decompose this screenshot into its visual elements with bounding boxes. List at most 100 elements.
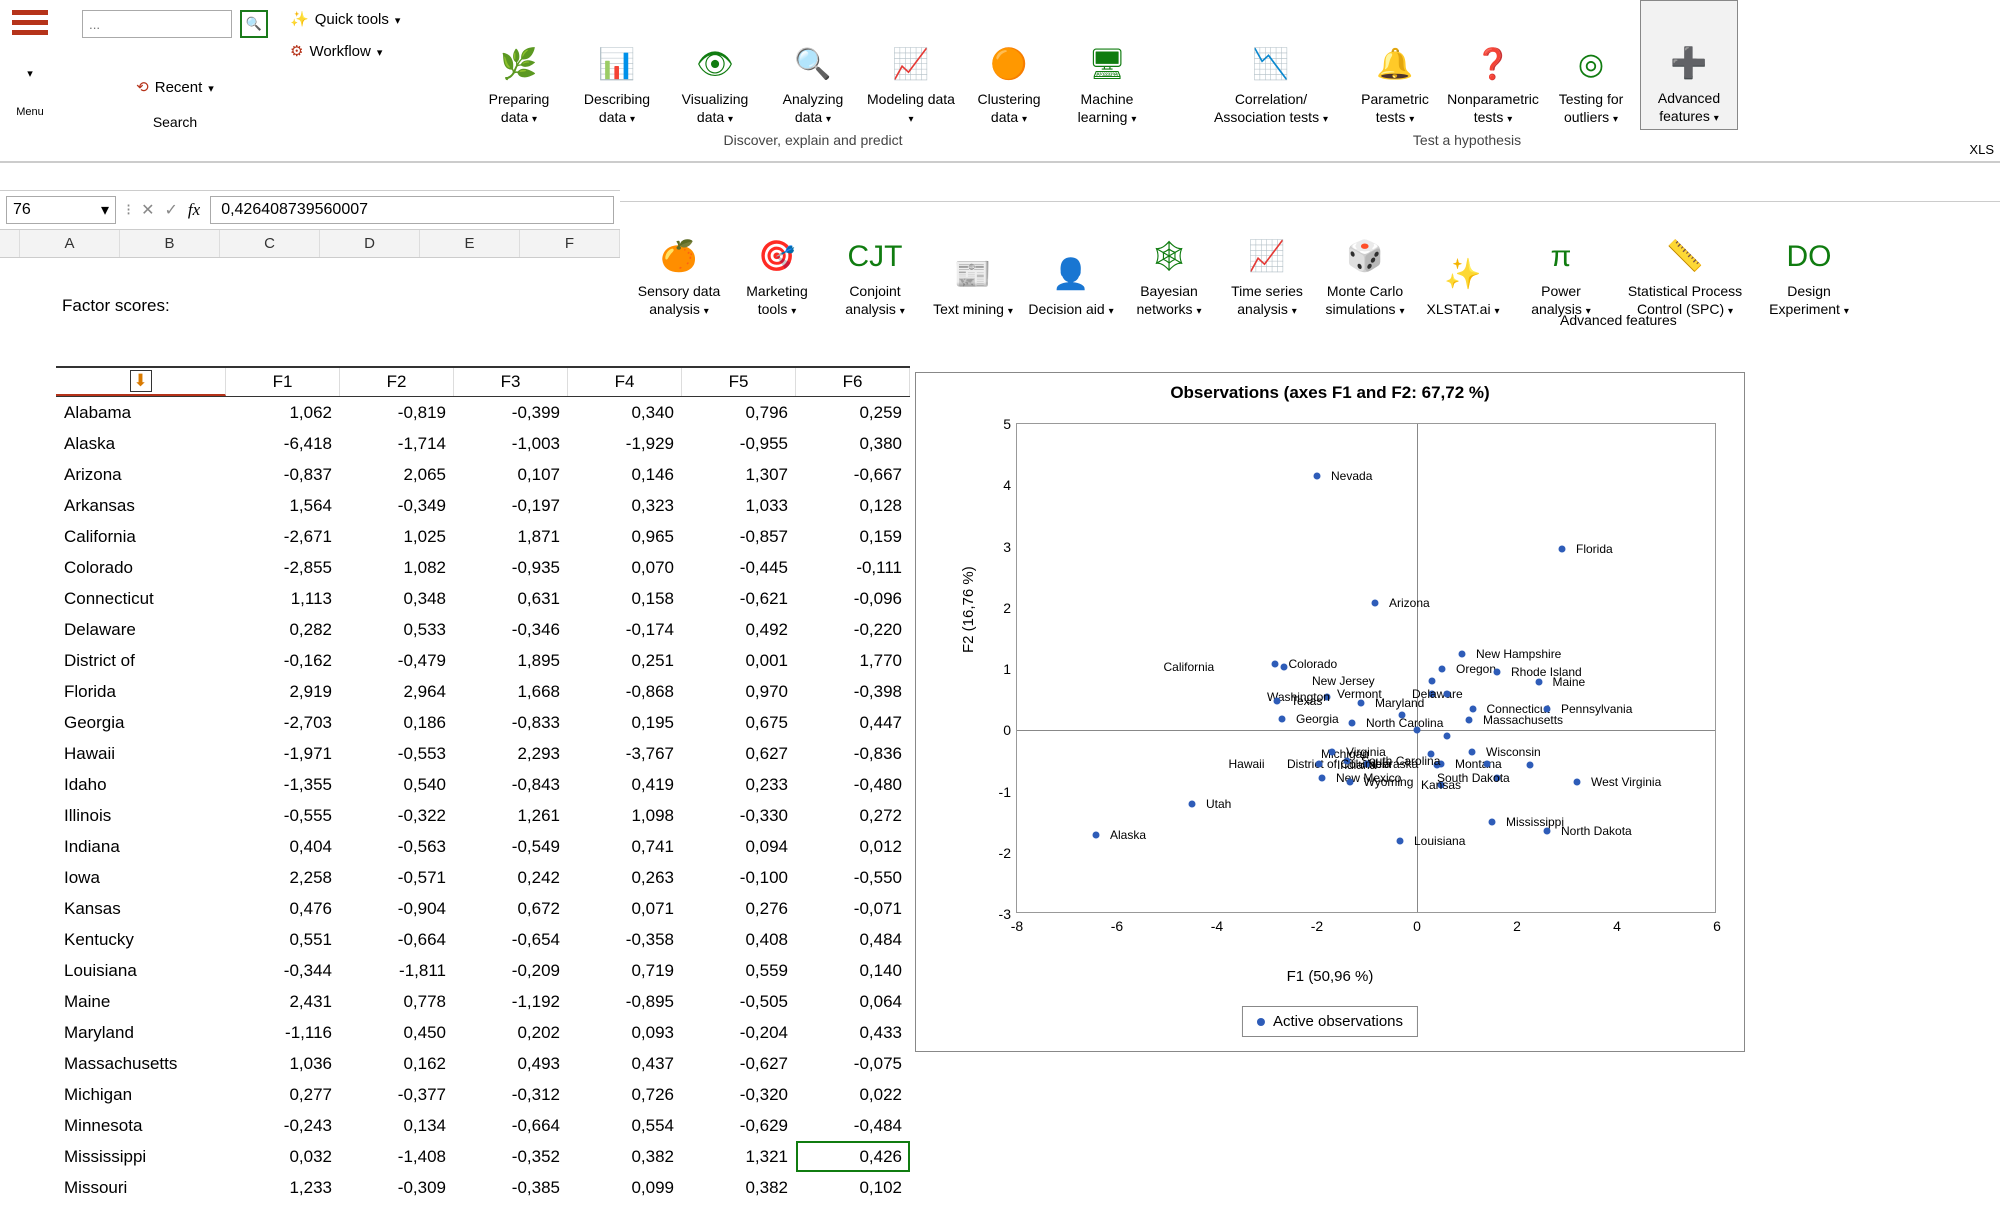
table-cell[interactable]: -0,480 — [796, 769, 910, 800]
scatter-point[interactable] — [1574, 779, 1581, 786]
table-cell[interactable]: -1,116 — [226, 1017, 340, 1048]
scatter-point[interactable] — [1414, 727, 1421, 734]
table-cell[interactable]: -0,309 — [340, 1172, 454, 1203]
table-row[interactable]: Michigan0,277-0,377-0,3120,726-0,3200,02… — [56, 1079, 910, 1110]
scatter-point[interactable] — [1279, 715, 1286, 722]
table-cell[interactable]: 0,099 — [568, 1172, 682, 1203]
table-cell[interactable]: 0,195 — [568, 707, 682, 738]
table-row[interactable]: Florida2,9192,9641,668-0,8680,970-0,398 — [56, 676, 910, 707]
ribbon-button[interactable]: ◎Testing for outliers ▾ — [1542, 0, 1640, 130]
ribbon-button[interactable]: 🔍Analyzing data ▾ — [764, 0, 862, 130]
table-cell[interactable]: -0,505 — [682, 986, 796, 1017]
table-cell[interactable]: 0,128 — [796, 490, 910, 521]
table-cell[interactable]: California — [56, 521, 226, 552]
search-button[interactable]: 🔍 — [240, 10, 268, 38]
table-row[interactable]: Mississippi0,032-1,408-0,3520,3821,3210,… — [56, 1141, 910, 1172]
column-header[interactable]: F — [520, 230, 620, 257]
table-row[interactable]: Delaware0,2820,533-0,346-0,1740,492-0,22… — [56, 614, 910, 645]
table-row[interactable]: Massachusetts1,0360,1620,4930,437-0,627-… — [56, 1048, 910, 1079]
scatter-point[interactable] — [1444, 733, 1451, 740]
table-cell[interactable]: -1,714 — [340, 428, 454, 459]
table-cell[interactable]: -1,811 — [340, 955, 454, 986]
table-cell[interactable]: 0,450 — [340, 1017, 454, 1048]
table-cell[interactable]: -0,857 — [682, 521, 796, 552]
ribbon-button[interactable]: 🌿Preparing data ▾ — [470, 0, 568, 130]
table-cell[interactable]: -0,220 — [796, 614, 910, 645]
table-cell[interactable]: -0,111 — [796, 552, 910, 583]
table-cell[interactable]: -1,929 — [568, 428, 682, 459]
table-cell[interactable]: 0,970 — [682, 676, 796, 707]
table-row[interactable]: Maryland-1,1160,4500,2020,093-0,2040,433 — [56, 1017, 910, 1048]
table-cell[interactable]: -0,895 — [568, 986, 682, 1017]
table-cell[interactable]: 0,408 — [682, 924, 796, 955]
scatter-point[interactable] — [1459, 650, 1466, 657]
table-cell[interactable]: 0,162 — [340, 1048, 454, 1079]
table-cell[interactable]: -0,204 — [682, 1017, 796, 1048]
table-cell[interactable]: -1,003 — [454, 428, 568, 459]
scatter-point[interactable] — [1544, 705, 1551, 712]
scatter-point[interactable] — [1469, 749, 1476, 756]
ribbon-button[interactable]: 📊Describing data ▾ — [568, 0, 666, 130]
table-row[interactable]: Iowa2,258-0,5710,2420,263-0,100-0,550 — [56, 862, 910, 893]
table-cell[interactable]: 0,159 — [796, 521, 910, 552]
table-cell[interactable]: -0,349 — [340, 490, 454, 521]
table-row[interactable]: District of-0,162-0,4791,8950,2510,0011,… — [56, 645, 910, 676]
scatter-point[interactable] — [1527, 762, 1534, 769]
table-cell[interactable]: -0,071 — [796, 893, 910, 924]
table-cell[interactable]: 0,675 — [682, 707, 796, 738]
table-cell[interactable]: Massachusetts — [56, 1048, 226, 1079]
table-cell[interactable]: 0,242 — [454, 862, 568, 893]
table-cell[interactable]: -0,549 — [454, 831, 568, 862]
table-cell[interactable]: 0,012 — [796, 831, 910, 862]
scatter-point[interactable] — [1439, 666, 1446, 673]
ribbon-button[interactable]: ❓Nonparametric tests ▾ — [1444, 0, 1542, 130]
table-cell[interactable]: -0,162 — [226, 645, 340, 676]
table-cell[interactable]: -0,096 — [796, 583, 910, 614]
scatter-point[interactable] — [1469, 705, 1476, 712]
table-cell[interactable]: 2,919 — [226, 676, 340, 707]
ribbon-button[interactable]: ➕Advanced features ▾ — [1640, 0, 1738, 130]
table-cell[interactable]: -0,868 — [568, 676, 682, 707]
scatter-point[interactable] — [1346, 779, 1353, 786]
table-cell[interactable]: 1,098 — [568, 800, 682, 831]
table-cell[interactable]: Connecticut — [56, 583, 226, 614]
table-cell[interactable]: 0,140 — [796, 955, 910, 986]
table-cell[interactable]: -0,312 — [454, 1079, 568, 1110]
table-cell[interactable]: 0,070 — [568, 552, 682, 583]
table-cell[interactable]: -0,209 — [454, 955, 568, 986]
sort-icon[interactable]: ⬇ — [130, 370, 152, 392]
table-cell[interactable]: -3,767 — [568, 738, 682, 769]
table-cell[interactable]: -0,955 — [682, 428, 796, 459]
table-cell[interactable]: 0,726 — [568, 1079, 682, 1110]
table-cell[interactable]: -0,346 — [454, 614, 568, 645]
table-cell[interactable]: -0,836 — [796, 738, 910, 769]
column-header[interactable]: D — [320, 230, 420, 257]
table-cell[interactable]: -0,399 — [454, 397, 568, 428]
table-row[interactable]: Missouri1,233-0,309-0,3850,0990,3820,102 — [56, 1172, 910, 1203]
table-cell[interactable]: 1,233 — [226, 1172, 340, 1203]
table-cell[interactable]: 1,321 — [682, 1141, 796, 1172]
table-cell[interactable]: -0,243 — [226, 1110, 340, 1141]
table-cell[interactable]: Minnesota — [56, 1110, 226, 1141]
table-cell[interactable]: 1,082 — [340, 552, 454, 583]
table-cell[interactable]: 1,871 — [454, 521, 568, 552]
table-cell[interactable]: 1,025 — [340, 521, 454, 552]
column-header[interactable]: E — [420, 230, 520, 257]
table-row[interactable]: Colorado-2,8551,082-0,9350,070-0,445-0,1… — [56, 552, 910, 583]
table-cell[interactable]: 0,437 — [568, 1048, 682, 1079]
table-cell[interactable]: Alabama — [56, 397, 226, 428]
table-cell[interactable]: -0,344 — [226, 955, 340, 986]
table-cell[interactable]: 2,258 — [226, 862, 340, 893]
ribbon-button[interactable]: 📈Modeling data ▾ — [862, 0, 960, 130]
table-cell[interactable]: Louisiana — [56, 955, 226, 986]
table-cell[interactable]: 0,719 — [568, 955, 682, 986]
table-cell[interactable]: 0,323 — [568, 490, 682, 521]
scatter-point[interactable] — [1315, 760, 1322, 767]
scatter-point[interactable] — [1535, 679, 1542, 686]
table-cell[interactable]: 0,134 — [340, 1110, 454, 1141]
ribbon-button[interactable]: 📉Correlation/Association tests ▾ — [1196, 0, 1346, 130]
table-cell[interactable]: 0,022 — [796, 1079, 910, 1110]
table-cell[interactable]: -1,408 — [340, 1141, 454, 1172]
table-cell[interactable]: 0,426 — [796, 1141, 910, 1172]
table-cell[interactable]: 0,540 — [340, 769, 454, 800]
